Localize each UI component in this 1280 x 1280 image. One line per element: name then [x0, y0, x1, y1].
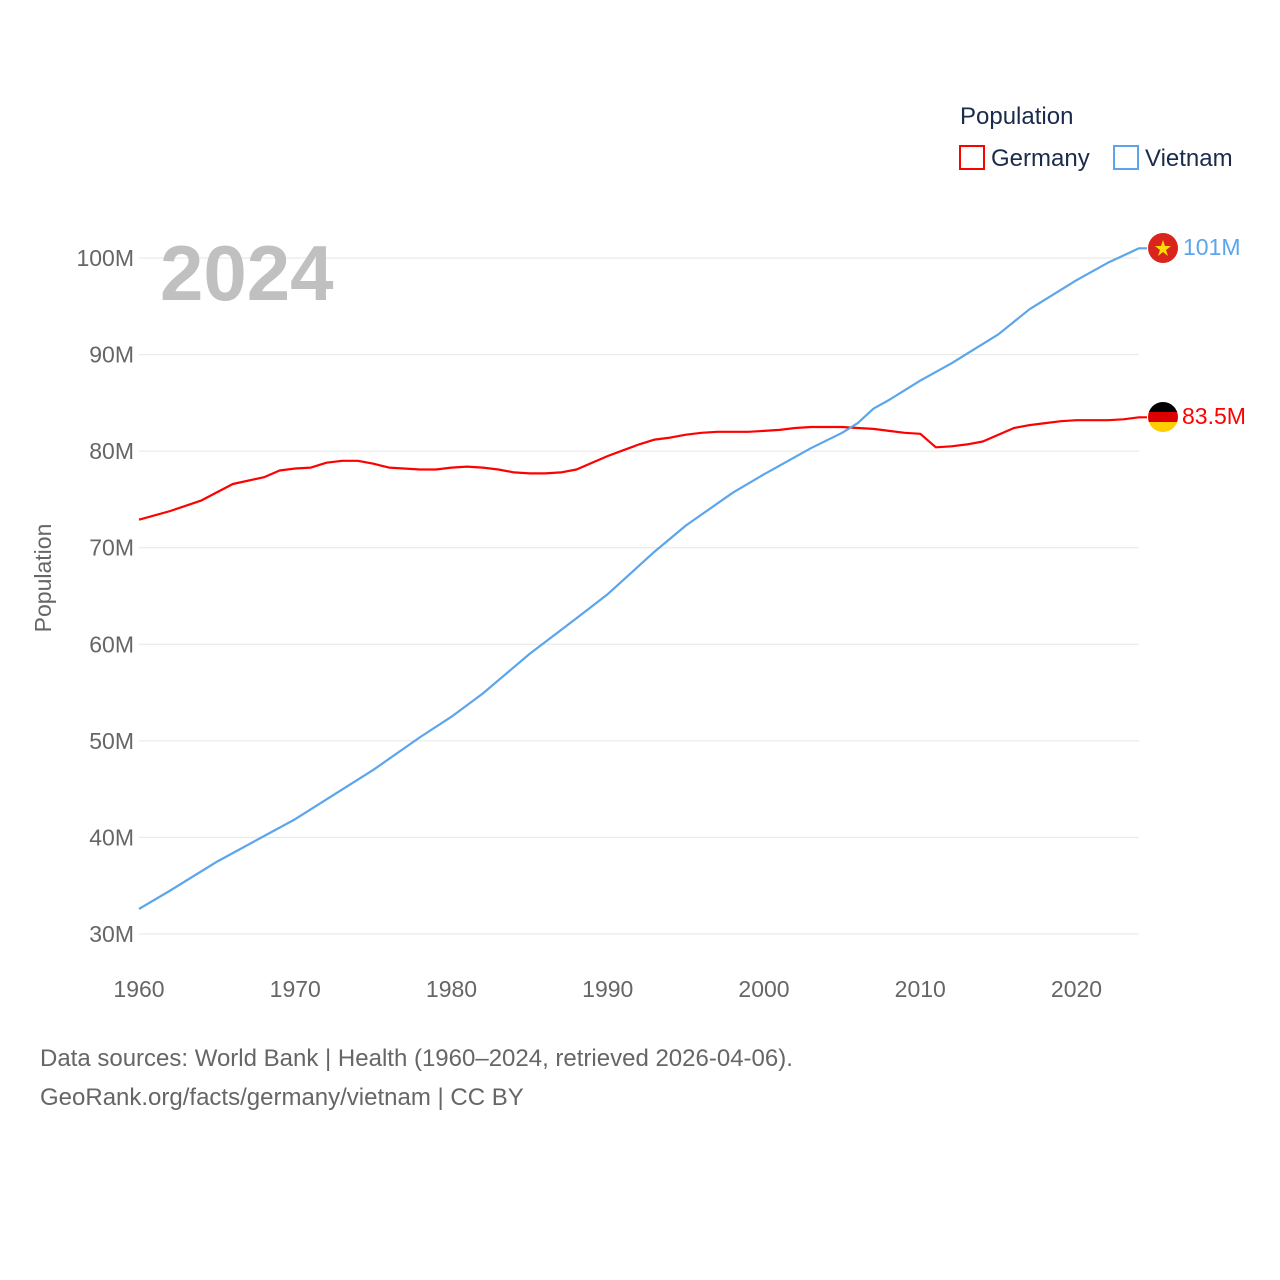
- y-axis-label: Population: [30, 524, 56, 633]
- y-tick-label: 70M: [89, 535, 134, 561]
- series-line-vietnam: [138, 247, 1147, 910]
- legend: Population Germany Vietnam: [959, 103, 1233, 172]
- legend-label-germany: Germany: [991, 145, 1090, 172]
- year-watermark: 2024: [160, 229, 334, 317]
- germany-flag-icon: [1148, 402, 1178, 432]
- legend-title: Population: [960, 103, 1073, 130]
- x-tick-label: 2020: [1051, 976, 1102, 1002]
- vietnam-flag-icon: [1148, 233, 1178, 263]
- vietnam-end-marker: 101M: [1148, 233, 1241, 263]
- grid: [139, 257, 1139, 935]
- y-tick-label: 40M: [89, 824, 134, 850]
- x-tick-label: 2010: [895, 976, 946, 1002]
- germany-end-label: 83.5M: [1182, 403, 1246, 429]
- series-line-germany: [138, 416, 1147, 521]
- legend-swatch-vietnam: [1113, 145, 1139, 170]
- y-tick-label: 30M: [89, 921, 134, 947]
- x-tick-label: 1980: [426, 976, 477, 1002]
- x-tick-label: 2000: [738, 976, 789, 1002]
- series-lines: [138, 247, 1147, 910]
- x-axis: 1960 1970 1980 1990 2000 2010 2020: [113, 976, 1102, 1002]
- footer-sources: Data sources: World Bank | Health (1960–…: [40, 1045, 793, 1072]
- x-tick-label: 1990: [582, 976, 633, 1002]
- vietnam-end-label: 101M: [1183, 234, 1241, 260]
- y-axis: 30M 40M 50M 60M 70M 80M 90M 100M: [76, 245, 134, 947]
- legend-item-vietnam[interactable]: Vietnam: [1113, 145, 1233, 172]
- x-tick-label: 1960: [113, 976, 164, 1002]
- footer-attribution[interactable]: GeoRank.org/facts/germany/vietnam | CC B…: [40, 1084, 524, 1111]
- y-tick-label: 60M: [89, 631, 134, 657]
- legend-label-vietnam: Vietnam: [1145, 145, 1233, 172]
- legend-swatch-germany: [959, 145, 985, 170]
- y-tick-label: 80M: [89, 438, 134, 464]
- y-tick-label: 50M: [89, 728, 134, 754]
- y-tick-label: 100M: [76, 245, 134, 271]
- y-tick-label: 90M: [89, 342, 134, 368]
- legend-item-germany[interactable]: Germany: [959, 145, 1090, 172]
- x-tick-label: 1970: [270, 976, 321, 1002]
- germany-end-marker: 83.5M: [1148, 402, 1246, 432]
